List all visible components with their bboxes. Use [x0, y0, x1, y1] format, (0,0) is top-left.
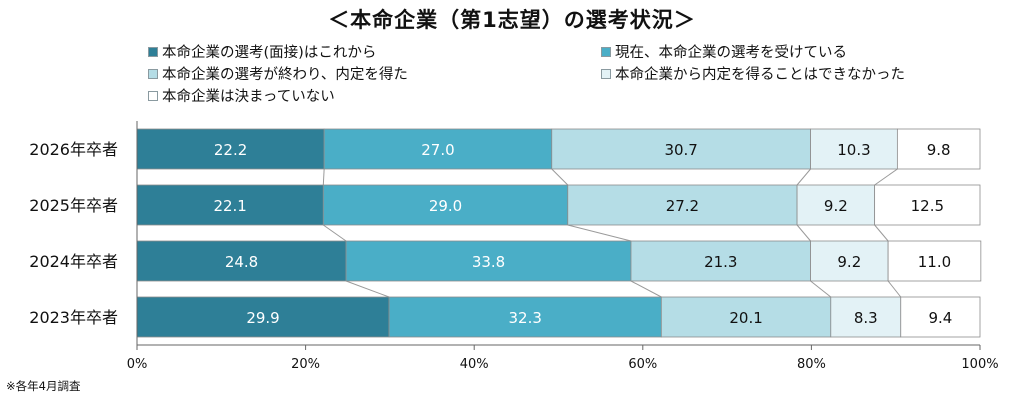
- legend-label: 本命企業から内定を得ることはできなかった: [615, 67, 905, 83]
- connector-line: [796, 168, 811, 186]
- chart-title: ＜本命企業（第1志望）の選考状況＞: [328, 8, 696, 32]
- bar-segment: [874, 184, 981, 226]
- data-label: 21.3: [704, 253, 737, 271]
- connector-line: [345, 280, 390, 298]
- x-tick-label: 40%: [460, 357, 489, 372]
- data-label: 9.2: [837, 253, 861, 271]
- bar-segment: [796, 184, 876, 226]
- category-label: 2023年卒者: [29, 308, 118, 327]
- data-label: 9.4: [928, 309, 952, 327]
- legend-label: 本命企業の選考が終わり、内定を得た: [162, 67, 408, 83]
- data-label: 29.9: [246, 309, 279, 327]
- legend-swatch: [148, 46, 158, 57]
- bar-segment: [810, 128, 898, 170]
- data-label: 33.8: [472, 253, 505, 271]
- legend-label: 本命企業は決まっていない: [162, 89, 335, 105]
- data-label: 22.2: [214, 141, 247, 159]
- connector-line: [630, 280, 662, 298]
- category-label: 2025年卒者: [29, 196, 118, 215]
- legend-label: 本命企業の選考(面接)はこれから: [162, 45, 377, 61]
- data-label: 29.0: [429, 197, 462, 215]
- connector-line: [874, 224, 889, 242]
- connector-line: [874, 168, 898, 186]
- data-label: 24.8: [225, 253, 258, 271]
- data-label: 9.8: [927, 141, 951, 159]
- bar-segment: [887, 240, 982, 282]
- data-label: 11.0: [918, 253, 951, 271]
- data-label: 32.3: [508, 309, 541, 327]
- legend-item: 本命企業は決まっていない: [148, 85, 335, 106]
- legend-swatch: [601, 46, 611, 57]
- data-label: 12.5: [911, 197, 944, 215]
- legend-swatch: [601, 68, 611, 79]
- legend-item: 現在、本命企業の選考を受けている: [601, 41, 847, 62]
- legend-label: 現在、本命企業の選考を受けている: [615, 45, 847, 61]
- data-label: 9.2: [824, 197, 848, 215]
- bar-segment: [630, 240, 811, 282]
- legend-item: 本命企業の選考が終わり、内定を得た: [148, 63, 408, 84]
- bar-segment: [900, 296, 981, 338]
- bar-segment: [551, 128, 811, 170]
- bar-segment: [136, 296, 390, 338]
- data-label: 22.1: [213, 197, 246, 215]
- bar-segment: [567, 184, 798, 226]
- x-tick-label: 60%: [628, 357, 657, 372]
- bar-segment: [810, 240, 889, 282]
- data-label: 27.2: [666, 197, 699, 215]
- connector-line: [567, 224, 632, 242]
- bar-segment: [322, 184, 569, 226]
- x-tick-label: 0%: [127, 357, 148, 372]
- bar-segment: [388, 296, 662, 338]
- x-tick-label: 80%: [797, 357, 826, 372]
- data-label: 27.0: [421, 141, 454, 159]
- connector-line: [796, 224, 811, 242]
- category-label: 2026年卒者: [29, 140, 118, 159]
- data-label: 10.3: [837, 141, 870, 159]
- data-label: 30.7: [664, 141, 697, 159]
- bar-segment: [345, 240, 632, 282]
- data-label: 20.1: [729, 309, 762, 327]
- bar-segment: [830, 296, 902, 338]
- connector-line: [322, 168, 325, 186]
- legend-item: 本命企業から内定を得ることはできなかった: [601, 63, 905, 84]
- bar-segment: [660, 296, 832, 338]
- connector-line: [551, 168, 569, 186]
- bar-segment: [323, 128, 553, 170]
- connector-line: [810, 280, 832, 298]
- bar-segment: [896, 128, 981, 170]
- connector-line: [887, 280, 902, 298]
- x-tick-label: 100%: [961, 357, 998, 372]
- bar-segment: [136, 240, 347, 282]
- legend-item: 本命企業の選考(面接)はこれから: [148, 41, 376, 62]
- data-label: 8.3: [854, 309, 878, 327]
- legend-swatch: [148, 68, 158, 79]
- connector-line: [323, 224, 347, 242]
- legend-swatch: [148, 90, 158, 101]
- footnote: ※各年4月調査: [6, 379, 81, 393]
- category-label: 2024年卒者: [29, 252, 118, 271]
- x-tick-label: 20%: [291, 357, 320, 372]
